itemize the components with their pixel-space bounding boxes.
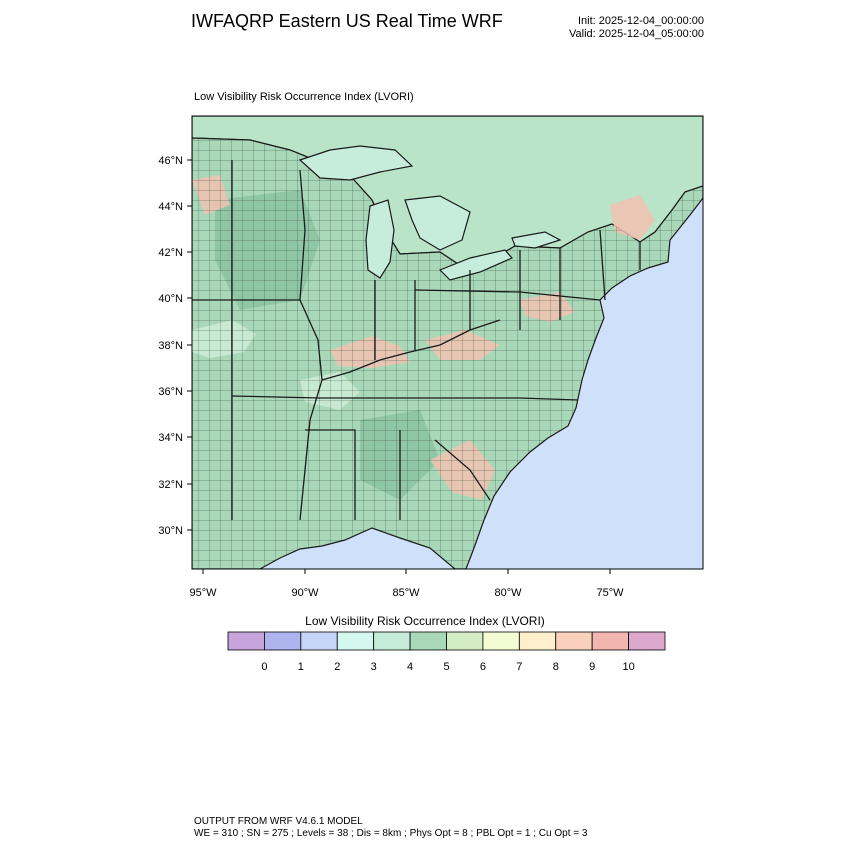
- colorbar-label-7: 7: [516, 661, 522, 673]
- colorbar-swatch-7: [482, 631, 520, 651]
- colorbar-swatch-2: [300, 631, 338, 651]
- lake-superior: [298, 145, 414, 181]
- colorbar-swatch-1: [264, 631, 302, 651]
- colorbar-label-0: 0: [261, 661, 267, 673]
- latitude-ticks: [187, 159, 192, 531]
- colorbar-swatch-4: [373, 631, 411, 651]
- colorbar-swatch-9: [555, 631, 593, 651]
- lake-ontario: [511, 231, 562, 249]
- footer-config-line: WE = 310 ; SN = 275 ; Levels = 38 ; Dis …: [194, 828, 588, 839]
- colorbar-swatch-6: [446, 631, 484, 651]
- lon-label-85w: 85°W: [392, 587, 420, 599]
- border-midwest: [231, 160, 471, 396]
- lat-label-36n: 36°N: [158, 386, 183, 398]
- colorbar: 0 1 2 3 4 5 6 7 8 9 10: [227, 631, 666, 673]
- colorbar-swatch-8: [518, 631, 557, 651]
- colorbar-label-6: 6: [480, 661, 486, 673]
- colorbar-label-2: 2: [334, 661, 340, 673]
- colorbar-swatch-5: [409, 631, 447, 651]
- colorbar-label-8: 8: [553, 661, 559, 673]
- lat-label-42n: 42°N: [158, 247, 183, 259]
- lat-label-44n: 44°N: [158, 201, 183, 213]
- lat-label-46n: 46°N: [158, 155, 183, 167]
- plot-title: IWFAQRP Eastern US Real Time WRF: [191, 11, 503, 31]
- lat-label-40n: 40°N: [158, 293, 183, 305]
- colorbar-swatch-11: [628, 631, 666, 651]
- map-frame: [191, 115, 704, 570]
- lat-label-34n: 34°N: [158, 432, 183, 444]
- county-lines: [192, 138, 703, 569]
- colorbar-label-1: 1: [298, 661, 304, 673]
- colorbar-label-10: 10: [622, 661, 634, 673]
- init-time: Init: 2025-12-04_00:00:00: [578, 15, 704, 27]
- colorbar-label-9: 9: [589, 661, 595, 673]
- colorbar-swatch-0: [227, 631, 265, 651]
- state-borders: [192, 160, 641, 521]
- colorbar-label-4: 4: [407, 661, 413, 673]
- lon-label-75w: 75°W: [596, 587, 624, 599]
- lon-label-95w: 95°W: [189, 587, 217, 599]
- border-northeast: [519, 229, 641, 330]
- lake-erie: [438, 249, 513, 281]
- lat-label-30n: 30°N: [158, 525, 183, 537]
- map-subtitle: Low Visibility Risk Occurrence Index (LV…: [194, 91, 414, 103]
- colorbar-swatch-10: [591, 631, 629, 651]
- lon-label-80w: 80°W: [494, 587, 522, 599]
- colorbar-swatch-3: [336, 631, 375, 651]
- colorbar-label-3: 3: [371, 661, 377, 673]
- lat-label-32n: 32°N: [158, 479, 183, 491]
- valid-time: Valid: 2025-12-04_05:00:00: [569, 28, 704, 40]
- colorbar-title: Low Visibility Risk Occurrence Index (LV…: [305, 614, 545, 628]
- great-lakes: [298, 145, 562, 281]
- map-area: [192, 116, 703, 569]
- border-gulf-states: [231, 396, 491, 520]
- longitude-axis: 95°W 90°W 85°W 80°W 75°W: [189, 569, 624, 599]
- latitude-axis: 46°N 44°N 42°N 40°N 38°N 36°N 34°N 32°N …: [158, 155, 192, 537]
- longitude-ticks: [202, 569, 611, 574]
- footer-model-line: OUTPUT FROM WRF V4.6.1 MODEL: [194, 816, 363, 827]
- colorbar-label-5: 5: [443, 661, 449, 673]
- border-north-south-36n: [231, 395, 579, 401]
- border-mississippi-river: [299, 169, 323, 521]
- lat-label-38n: 38°N: [158, 340, 183, 352]
- lake-huron: [404, 195, 471, 251]
- lon-label-90w: 90°W: [291, 587, 319, 599]
- lake-michigan: [365, 199, 395, 279]
